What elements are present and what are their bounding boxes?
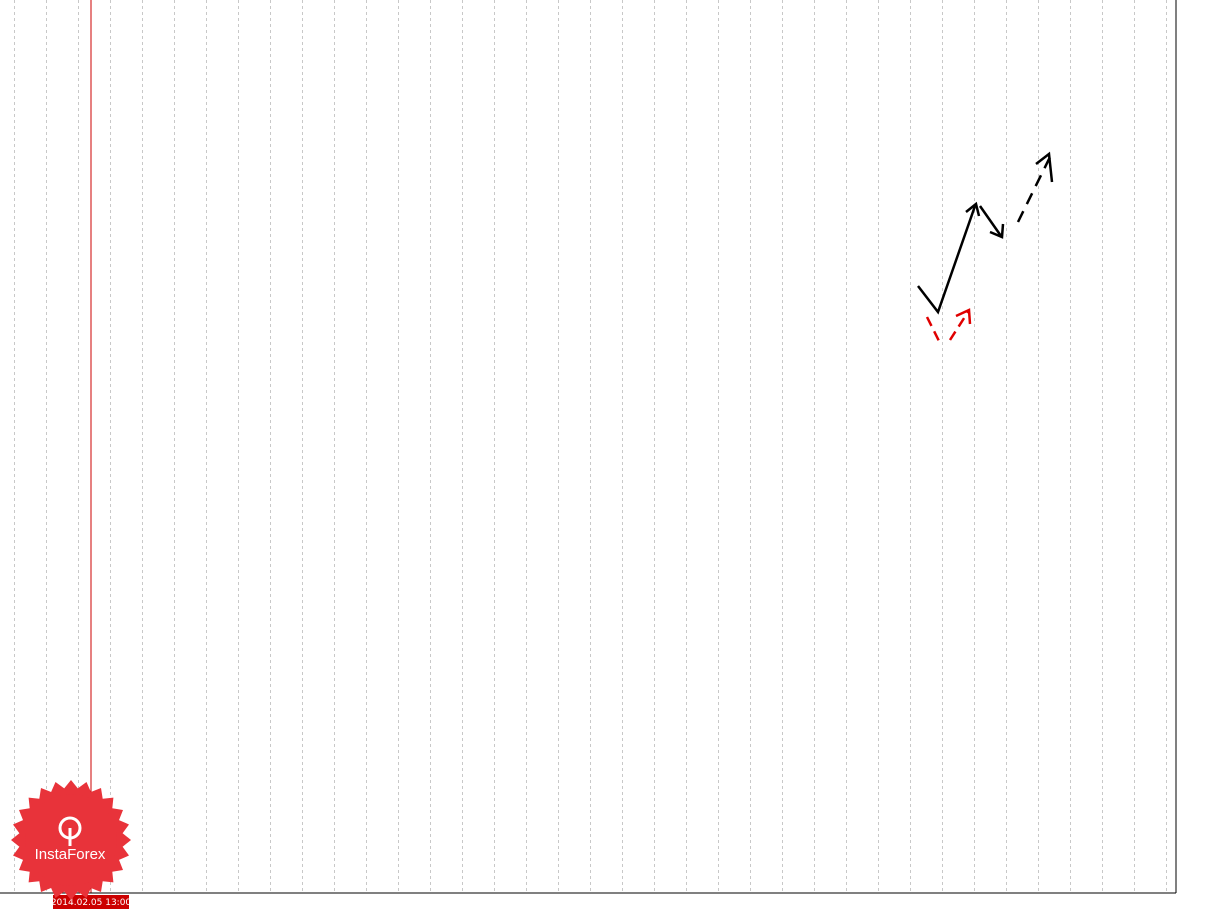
vertical-grid (0, 0, 1176, 893)
crosshair-label: 2014.02.05 13:00 (51, 898, 132, 908)
logo-text: InstaForex (35, 846, 106, 863)
forecast-arrows (917, 151, 1054, 346)
logo: InstaForex (11, 780, 131, 900)
